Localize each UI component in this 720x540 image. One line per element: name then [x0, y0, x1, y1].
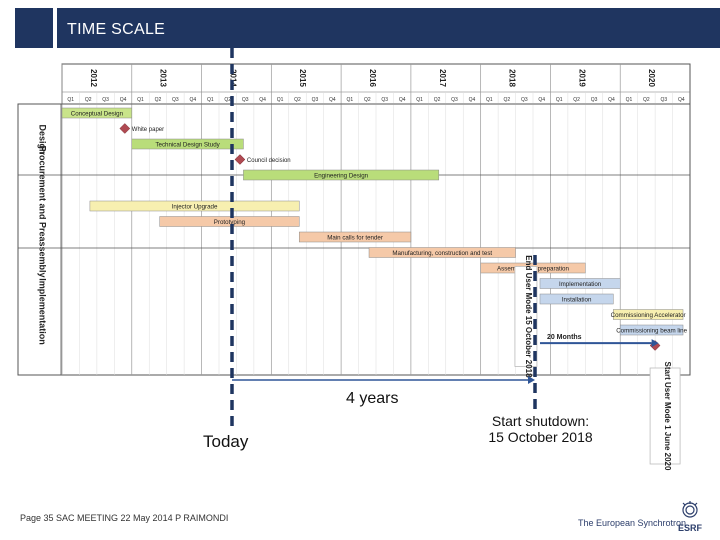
group-label: Design: [38, 124, 48, 154]
task-bar: [159, 216, 300, 227]
task-bar: [243, 169, 440, 181]
task-label: Installation: [562, 297, 592, 304]
quarter-label: Q3: [381, 97, 388, 103]
task-label: Manufacturing, construction and test: [392, 250, 492, 257]
task-label: Main calls for tender: [327, 235, 383, 242]
quarter-label: Q4: [399, 97, 406, 103]
task-label: Conceptual Design: [71, 111, 124, 118]
quarter-label: Q1: [277, 97, 284, 103]
quarter-label: Q4: [469, 97, 476, 103]
quarter-label: Q3: [591, 97, 598, 103]
task-bar: [539, 278, 621, 289]
quarter-label: Q2: [85, 97, 92, 103]
twenty-months-arrowhead: [651, 339, 659, 348]
milestone-diamond: [234, 154, 246, 165]
task-bar: [61, 107, 133, 119]
four-years-label: 4 years: [346, 390, 399, 407]
year-label: 2019: [577, 69, 586, 87]
start-user-mode-box: [649, 367, 681, 465]
year-label: 2018: [508, 69, 517, 87]
milestone-label: Council decision: [247, 158, 291, 164]
quarter-label: Q2: [364, 97, 371, 103]
start-user-mode-label: Start User Mode 1 June 2020: [663, 362, 672, 471]
group-label: Procurement and Preassembly: [38, 145, 48, 277]
quarter-label: Q4: [329, 97, 336, 103]
quarter-label: Q1: [137, 97, 144, 103]
year-label: 2014: [228, 69, 237, 87]
task-label: Engineering Design: [314, 173, 369, 180]
footer-org-name: The European Synchrotron: [578, 518, 687, 528]
quarter-label: Q4: [538, 97, 545, 103]
task-label: Injector Upgrade: [172, 204, 218, 211]
esrf-logo-text: ESRF: [678, 523, 703, 533]
slide-header: TIME SCALE: [0, 0, 720, 50]
header-band: [57, 8, 720, 48]
today-label: Today: [203, 432, 249, 451]
milestone-label: White paper: [132, 127, 164, 133]
quarter-label: Q3: [451, 97, 458, 103]
start-shutdown-label: Start shutdown: 15 October 2018: [478, 413, 603, 445]
twenty-months-label: 20 Months: [547, 334, 582, 341]
quarter-label: Q2: [224, 97, 231, 103]
task-bar: [612, 309, 684, 320]
end-user-mode-label: End User Mode 15 October 2018: [524, 255, 533, 378]
esrf-logo: ESRF: [678, 501, 703, 533]
end-user-mode-box: [514, 266, 538, 367]
task-bar: [619, 324, 684, 336]
start-shutdown-line1: Start shutdown:: [491, 413, 590, 429]
footer-page-info: Page 35 SAC MEETING 22 May 2014 P RAIMON…: [20, 513, 229, 523]
quarter-label: Q2: [434, 97, 441, 103]
quarter-label: Q3: [242, 97, 249, 103]
quarter-label: Q2: [294, 97, 301, 103]
quarter-label: Q4: [259, 97, 266, 103]
quarter-label: Q4: [189, 97, 196, 103]
task-bar: [298, 231, 412, 243]
group-label: Implementation: [38, 278, 48, 345]
quarter-label: Q1: [556, 97, 563, 103]
quarter-label: Q1: [626, 97, 633, 103]
start-shutdown-line2: 15 October 2018: [488, 429, 593, 445]
task-label: Implementation: [559, 281, 602, 288]
year-label: 2020: [647, 69, 656, 87]
year-label: 2017: [438, 69, 447, 87]
quarter-label: Q1: [346, 97, 353, 103]
quarter-label: Q3: [102, 97, 109, 103]
task-bar: [89, 200, 300, 212]
year-label: 2016: [368, 69, 377, 87]
quarter-label: Q3: [660, 97, 667, 103]
quarter-label: Q4: [120, 97, 127, 103]
quarter-label: Q3: [521, 97, 528, 103]
quarter-label: Q1: [67, 97, 74, 103]
quarter-label: Q4: [678, 97, 685, 103]
year-label: 2013: [159, 69, 168, 87]
quarter-label: Q4: [608, 97, 615, 103]
header-square: [15, 8, 53, 48]
task-label: Technical Design Study: [155, 142, 220, 149]
quarter-label: Q2: [503, 97, 510, 103]
quarter-label: Q3: [172, 97, 179, 103]
quarter-label: Q2: [155, 97, 162, 103]
quarter-label: Q3: [312, 97, 319, 103]
task-label: Commissioning Accelerator: [611, 312, 686, 319]
task-bar: [368, 247, 516, 258]
quarter-label: Q1: [486, 97, 493, 103]
task-label: Commissioning beam line: [616, 328, 687, 335]
quarter-label: Q2: [643, 97, 650, 103]
slide-title: TIME SCALE: [67, 21, 166, 38]
year-label: 2015: [298, 69, 307, 87]
task-label: Prototyping: [214, 219, 246, 226]
milestone-diamond: [119, 123, 131, 134]
task-bar: [539, 293, 614, 305]
quarter-label: Q1: [416, 97, 423, 103]
quarter-label: Q2: [573, 97, 580, 103]
quarter-label: Q1: [207, 97, 214, 103]
four-years-arrowhead: [528, 376, 535, 384]
year-label: 2012: [89, 69, 98, 87]
task-bar: [131, 138, 244, 150]
